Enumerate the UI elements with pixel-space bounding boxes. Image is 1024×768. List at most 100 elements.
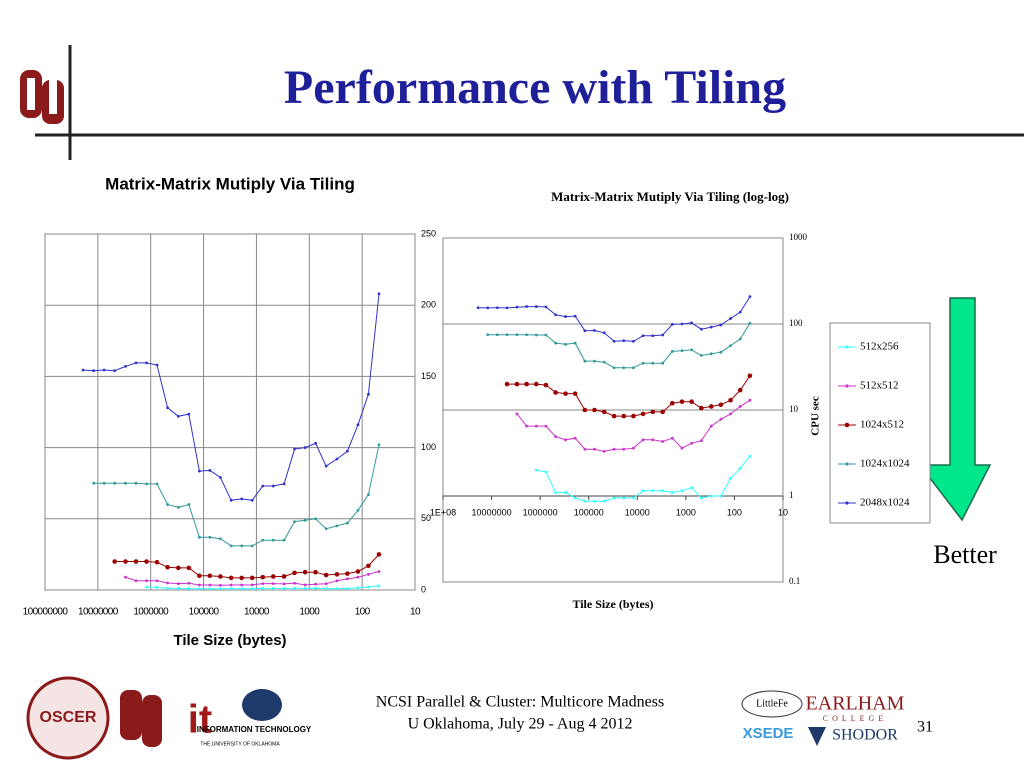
data-point (240, 583, 244, 587)
data-point (261, 484, 265, 488)
data-point (367, 392, 370, 396)
data-point (554, 435, 558, 439)
data-point (738, 337, 742, 341)
data-point (748, 454, 752, 458)
data-point (155, 579, 159, 583)
data-point (534, 424, 538, 428)
data-point (680, 446, 684, 450)
data-point (729, 477, 732, 480)
data-point (564, 438, 567, 442)
x-tick-label: 10 (778, 507, 788, 517)
legend-marker (845, 501, 849, 505)
data-point (699, 354, 703, 357)
series-line (487, 323, 751, 369)
data-point (593, 329, 596, 332)
slide-title: Performance with Tiling (284, 61, 786, 114)
data-point (335, 457, 339, 461)
y-tick-label: 100 (421, 442, 436, 452)
data-point (719, 323, 723, 327)
data-point (543, 382, 549, 388)
data-point (229, 544, 233, 548)
data-point (738, 466, 742, 470)
series-line (93, 444, 380, 547)
x-tick-label: 10000 (625, 507, 650, 517)
y-tick-label: 50 (421, 513, 431, 523)
data-point (145, 585, 148, 589)
data-point (592, 407, 597, 413)
data-point (324, 464, 328, 468)
x-axis-label: Tile Size (bytes) (572, 597, 653, 611)
data-point (313, 569, 318, 575)
data-point (165, 564, 170, 570)
data-point (544, 470, 548, 474)
data-point (367, 493, 370, 496)
footer: NCSI Parallel & Cluster: Multicore Madne… (376, 694, 664, 711)
data-point (145, 579, 148, 583)
data-point (270, 574, 276, 579)
data-point (719, 417, 723, 421)
y-tick-label: 150 (421, 371, 436, 381)
data-point (661, 440, 665, 443)
data-point (748, 321, 752, 325)
data-point (709, 352, 713, 356)
x-axis-label: Tile Size (bytes) (173, 632, 286, 649)
y-tick-label: 0 (421, 584, 426, 594)
data-point (346, 587, 349, 590)
data-point (314, 582, 317, 586)
data-point (553, 390, 558, 395)
legend-label: 1024x1024 (860, 458, 910, 470)
data-point (356, 575, 360, 579)
data-point (621, 413, 627, 419)
data-point (533, 381, 539, 387)
data-point (314, 586, 317, 590)
data-point (102, 368, 106, 372)
data-point (367, 585, 370, 589)
data-point (699, 405, 704, 411)
data-point (601, 409, 607, 415)
data-point (124, 481, 127, 485)
data-point (564, 342, 567, 346)
data-point (515, 412, 519, 416)
data-point (670, 350, 674, 353)
data-point (602, 331, 606, 335)
data-point (612, 447, 616, 451)
legend-label: 2048x1024 (860, 497, 910, 509)
data-point (680, 349, 684, 353)
data-point (709, 325, 713, 329)
data-point (282, 586, 286, 590)
data-point (345, 571, 350, 576)
legend-marker (844, 422, 850, 428)
data-point (738, 310, 742, 314)
data-point (240, 497, 244, 501)
data-point (563, 391, 568, 396)
data-point (486, 333, 490, 337)
data-point (670, 400, 675, 406)
x-tick-label: 1000000 (523, 507, 558, 517)
data-point (622, 339, 626, 343)
data-point (514, 381, 520, 387)
data-point (699, 327, 703, 331)
data-point (486, 306, 490, 310)
y-tick-label: 10 (789, 404, 799, 414)
data-point (261, 586, 265, 590)
data-point (544, 305, 548, 309)
data-point (144, 559, 149, 564)
data-point (748, 295, 752, 299)
data-point (690, 348, 694, 352)
legend-marker (845, 462, 849, 466)
data-point (593, 499, 596, 503)
data-point (748, 398, 752, 402)
data-point (335, 579, 339, 583)
data-point (240, 587, 244, 591)
data-point (729, 317, 732, 320)
data-point (544, 424, 548, 428)
data-point (611, 413, 617, 419)
page-number: 31 (917, 719, 933, 736)
legend-label: 512x512 (860, 380, 899, 392)
data-point (133, 559, 139, 564)
x-tick-label: 10 (410, 607, 421, 618)
data-point (670, 322, 674, 326)
y-tick-label: 1 (789, 490, 794, 500)
data-point (293, 447, 296, 451)
data-point (376, 552, 382, 557)
